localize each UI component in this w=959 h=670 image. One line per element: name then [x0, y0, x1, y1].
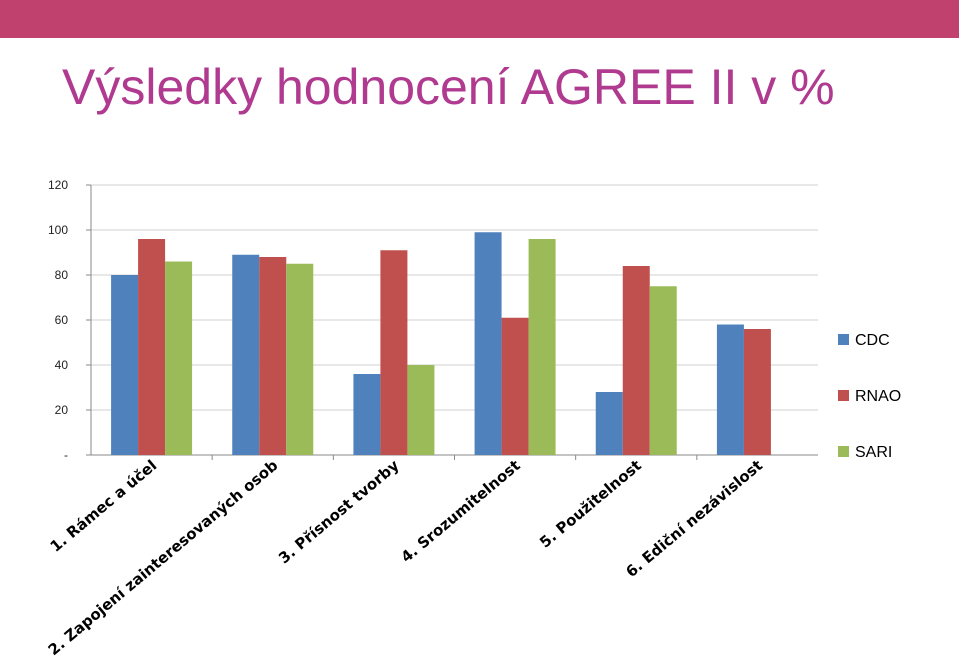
category-label: 4. Srozumitelnost [398, 456, 524, 566]
legend-label-sari: SARI [855, 444, 892, 461]
bar-cdc-5 [595, 392, 623, 455]
y-tick-label: 20 [55, 403, 69, 417]
y-tick-label: 40 [55, 358, 69, 372]
bar-cdc-6 [716, 324, 744, 455]
category-label: 6. Ediční nezávislost [622, 456, 766, 581]
slide-title: Výsledky hodnocení AGREE II v % [62, 59, 835, 115]
bar-cdc-3 [353, 374, 381, 455]
y-tick-label: 100 [48, 223, 68, 237]
category-label: 2. Zapojení zainteresovaných osob [45, 456, 282, 659]
legend-swatch-cdc [838, 334, 849, 345]
bar-cdc-2 [232, 254, 260, 455]
y-tick-labels: - 20 40 60 80 100 120 [48, 178, 68, 462]
gridlines [91, 184, 818, 411]
legend-swatch-rnao [838, 390, 849, 401]
bar-sari-4 [528, 239, 556, 455]
bar-rnao-3 [380, 250, 408, 455]
bar-rnao-2 [259, 257, 287, 455]
y-tick-label: 60 [55, 313, 69, 327]
category-label: 3. Přísnost tvorby [275, 456, 403, 567]
bar-sari-3 [407, 365, 435, 455]
bars [111, 232, 771, 455]
legend: CDC RNAO SARI [838, 332, 901, 461]
bar-sari-1 [165, 261, 193, 455]
y-tick-label: - [64, 448, 68, 462]
bar-rnao-1 [138, 239, 166, 455]
axes [86, 184, 818, 460]
y-tick-label: 80 [55, 268, 69, 282]
bar-cdc-1 [111, 275, 139, 455]
legend-label-cdc: CDC [855, 332, 890, 349]
y-tick-label: 120 [48, 178, 68, 192]
bar-sari-2 [286, 263, 314, 455]
legend-label-rnao: RNAO [855, 388, 901, 405]
bar-rnao-5 [622, 266, 650, 455]
legend-swatch-sari [838, 446, 849, 457]
bar-rnao-6 [743, 329, 771, 455]
top-accent-bar [0, 0, 959, 38]
category-label: 1. Rámec a účel [47, 456, 161, 555]
bar-sari-5 [649, 286, 677, 455]
category-label: 5. Použitelnost [536, 456, 645, 551]
bar-rnao-4 [501, 317, 529, 455]
bar-cdc-4 [474, 232, 502, 455]
